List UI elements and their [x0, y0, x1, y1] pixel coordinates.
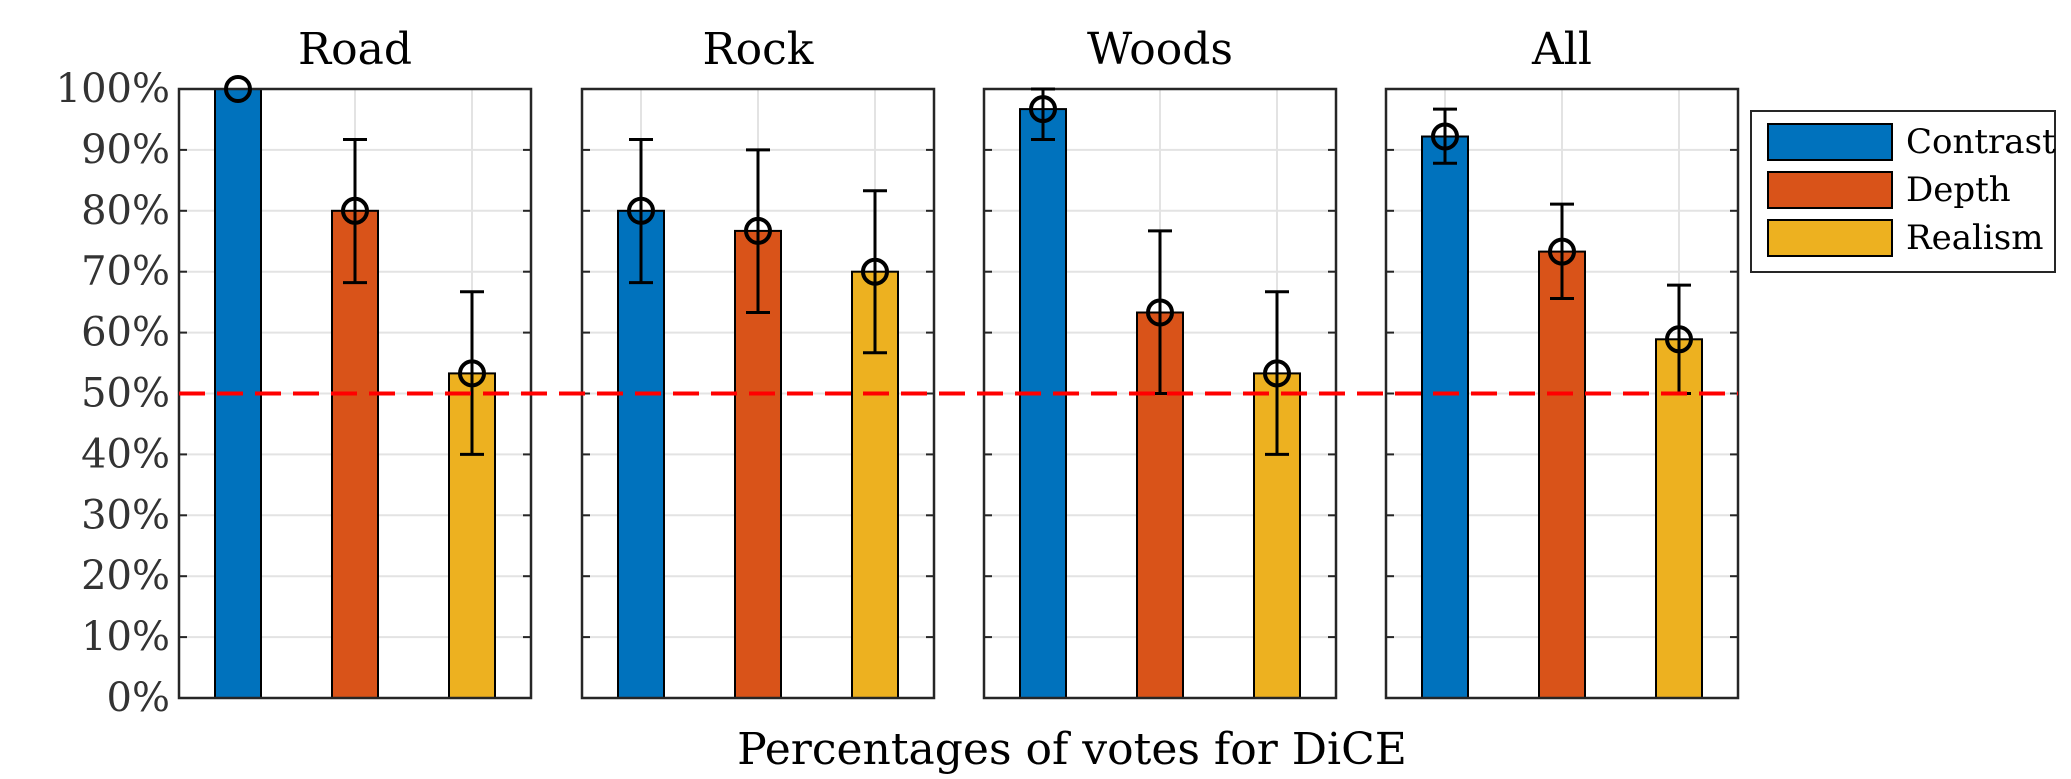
panel-title: All	[1531, 24, 1592, 75]
error-bar-rock-depth	[746, 148, 770, 315]
y-tick-label: 40%	[81, 431, 170, 477]
error-bar-all-depth	[1550, 202, 1574, 300]
y-tick-label: 10%	[81, 614, 170, 660]
mean-marker	[627, 196, 655, 225]
panel-all: All	[1384, 24, 1740, 700]
bar-rock-contrast	[617, 209, 665, 700]
y-tick-label: 0%	[107, 675, 170, 721]
y-tick-label: 30%	[81, 492, 170, 538]
mean-marker	[1146, 298, 1174, 327]
legend-swatch-contrast	[1767, 123, 1893, 161]
mean-marker	[224, 75, 252, 103]
legend-label-contrast: Contrast	[1906, 122, 2056, 162]
mean-marker	[458, 359, 486, 388]
legend: Contrast Depth Realism	[1750, 110, 2056, 273]
mean-marker	[744, 216, 772, 245]
mean-marker	[1548, 237, 1576, 266]
legend-label-realism: Realism	[1906, 218, 2043, 258]
panel-title: Rock	[703, 24, 814, 75]
mean-marker	[1263, 359, 1291, 388]
panel-title: Road	[298, 24, 412, 75]
mean-marker	[861, 257, 889, 286]
error-bar-rock-contrast	[629, 138, 653, 285]
legend-swatch-realism	[1767, 219, 1893, 257]
bar-all-depth	[1538, 250, 1586, 699]
error-bar-road-realism	[460, 290, 484, 456]
y-tick-label: 20%	[81, 553, 170, 599]
y-tick-label: 70%	[81, 249, 170, 295]
error-bar-road-depth	[343, 138, 367, 285]
error-bar-woods-realism	[1265, 290, 1289, 456]
y-tick-label: 60%	[81, 310, 170, 356]
panel-rock: Rock	[580, 24, 936, 700]
panel-road: Road	[177, 24, 533, 700]
error-bar-all-contrast	[1433, 107, 1457, 165]
x-axis-label: Percentages of votes for DiCE	[737, 724, 1407, 775]
legend-swatch-depth	[1767, 171, 1893, 209]
legend-label-depth: Depth	[1906, 170, 2011, 210]
chart-panels: Road Rock Woods All	[177, 24, 1740, 700]
error-bar-rock-realism	[863, 189, 887, 355]
mean-marker	[1431, 122, 1459, 151]
panel-title: Woods	[1087, 24, 1233, 75]
mean-marker	[1665, 325, 1693, 354]
y-tick-label: 90%	[81, 127, 170, 173]
y-axis: 0% 10% 20% 30% 40% 50% 60% 70% 80% 90% 100%	[56, 66, 170, 721]
y-tick-label: 80%	[81, 188, 170, 234]
bar-all-contrast	[1421, 135, 1469, 699]
mean-marker	[1029, 95, 1057, 124]
panel-woods: Woods	[982, 24, 1338, 700]
y-tick-label: 100%	[56, 66, 170, 112]
y-tick-label: 50%	[81, 371, 170, 417]
mean-marker	[341, 196, 369, 225]
bar-woods-contrast	[1019, 108, 1067, 700]
